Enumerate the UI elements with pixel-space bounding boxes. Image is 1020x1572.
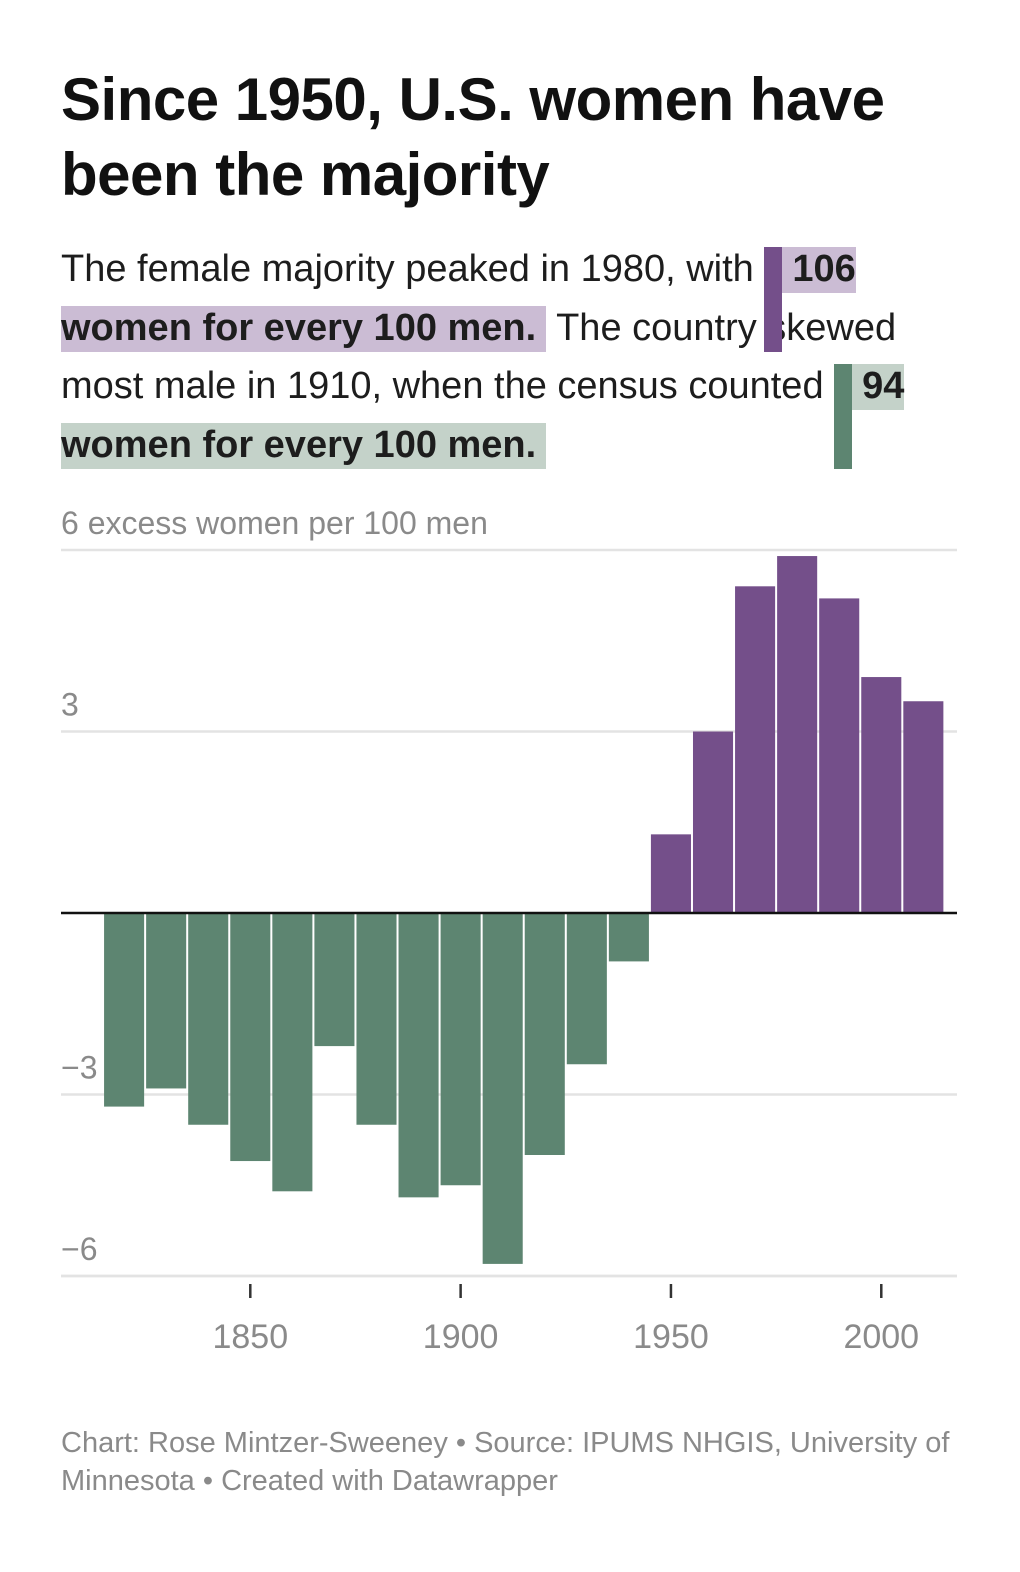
x-axis: 1850 1900 1950 2000	[212, 1284, 919, 1356]
bar-1930	[566, 913, 607, 1065]
bar-1980	[777, 556, 818, 913]
x-tick-label: 1900	[423, 1318, 499, 1356]
y-tick-label: −3	[61, 1050, 97, 1086]
bar-1890	[398, 913, 439, 1198]
x-tick-label: 1950	[633, 1318, 709, 1356]
chart-notes: Chart: Rose Mintzer-Sweeney • Source: IP…	[61, 1427, 950, 1497]
bars	[104, 556, 944, 1264]
bar-1940	[608, 913, 649, 962]
y-axis-labels: 6 excess women per 100 men 3 −3 −6	[61, 505, 488, 1267]
bar-1880	[356, 913, 397, 1125]
bar-1870	[314, 913, 355, 1047]
bar-1840	[188, 913, 229, 1125]
subtitle-text-2: The country skewed most male in 1910, wh…	[61, 306, 897, 408]
bar-1970	[735, 586, 776, 913]
bar-1920	[524, 913, 565, 1155]
bar-1860	[272, 913, 313, 1192]
x-tick-label: 2000	[843, 1318, 919, 1356]
y-axis-label: 6 excess women per 100 men	[61, 505, 488, 541]
subtitle-text-1: The female majority peaked in 1980, with	[61, 248, 754, 290]
y-tick-label: −6	[61, 1231, 97, 1267]
chart-subtitle: The female majority peaked in 1980, with…	[61, 240, 961, 474]
x-tick-label: 1850	[212, 1318, 288, 1356]
bar-1850	[230, 913, 271, 1162]
chart-title: Since 1950, U.S. women have been the maj…	[61, 66, 885, 208]
bar-1830	[146, 913, 187, 1089]
bar-1900	[440, 913, 481, 1186]
bar-2010	[903, 701, 944, 913]
bar-1990	[819, 598, 860, 913]
bar-2000	[861, 677, 902, 913]
bar-1960	[692, 731, 734, 913]
bar-1820	[104, 913, 145, 1107]
bar-chart: 6 excess women per 100 men 3 −3 −6 1850 1900…	[61, 505, 957, 1356]
bar-1950	[650, 834, 691, 913]
y-tick-label: 3	[61, 687, 79, 723]
bar-1910	[482, 913, 523, 1264]
